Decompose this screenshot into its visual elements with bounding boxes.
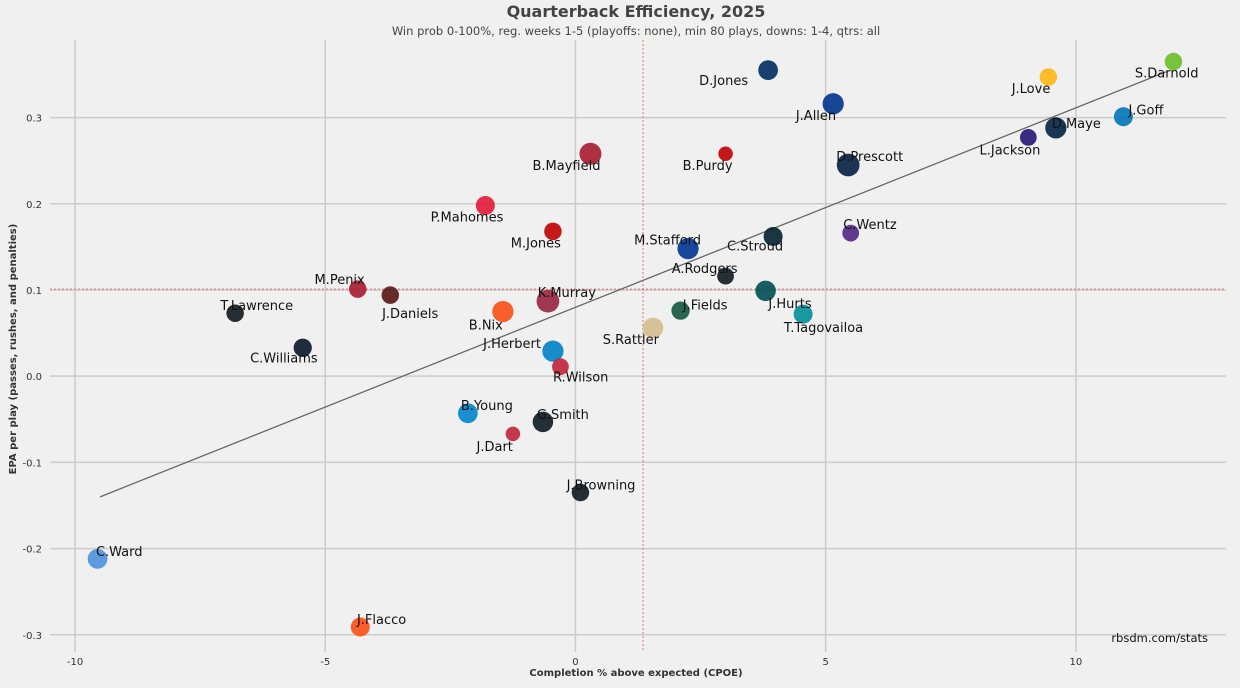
data-point (552, 358, 569, 376)
data-point (717, 267, 734, 285)
point-label: L.Jackson (980, 143, 1041, 158)
x-tick-label: -5 (320, 657, 330, 668)
data-point (1019, 129, 1037, 146)
y-tick-label: 0.1 (26, 286, 42, 297)
data-point (1045, 117, 1067, 139)
chart-title: Quarterback Efficiency, 2025 (507, 2, 766, 21)
data-point (671, 301, 690, 320)
point-labels: S.Darnold J.Love J.Goff D.Maye L.Jackson D.Jo… (96, 67, 1198, 628)
point-label: T.Lawrence (219, 299, 293, 314)
data-point (532, 411, 554, 433)
y-axis-title: EPA per play (passes, rushes, and penalt… (8, 224, 19, 475)
data-point (1164, 52, 1183, 71)
x-tick-label: 0 (572, 657, 578, 668)
point-label: J.Allen (795, 109, 836, 124)
point-label: R.Wilson (553, 371, 608, 386)
y-tick-label: 0.2 (26, 200, 42, 211)
x-tick-label: 10 (1070, 657, 1083, 668)
data-point (836, 153, 860, 177)
point-label: S.Darnold (1135, 67, 1199, 82)
data-point (492, 300, 514, 323)
data-point (755, 280, 776, 302)
data-point (475, 195, 495, 215)
x-axis-title: Completion % above expected (CPOE) (529, 668, 742, 679)
point-label: J.Browning (566, 479, 636, 494)
data-point (542, 340, 564, 362)
data-point (677, 237, 699, 260)
tick-labels: -10 -5 0 5 10 -0.3 -0.2 -0.1 0.0 0.1 0.2 0.3 (22, 114, 1082, 668)
data-point (536, 289, 560, 313)
point-label: D.Prescott (836, 150, 903, 165)
point-label: J.Flacco (356, 613, 406, 628)
point-label: C.Wentz (843, 218, 897, 233)
y-tick-label: -0.1 (22, 458, 42, 469)
point-label: B.Purdy (683, 159, 733, 174)
trend-line-group (99, 71, 1167, 498)
data-points (87, 52, 1183, 637)
point-label: M.Jones (511, 236, 561, 251)
point-label: D.Maye (1052, 117, 1101, 132)
point-label: D.Jones (699, 74, 748, 89)
trend-line (99, 71, 1167, 498)
point-label: A.Rodgers (672, 262, 738, 277)
data-point (842, 224, 860, 242)
chart-subtitle: Win prob 0-100%, reg. weeks 1-5 (playoff… (392, 24, 880, 38)
point-label: M.Stafford (634, 234, 701, 249)
y-tick-label: 0.3 (26, 114, 42, 125)
mean-reference-lines (50, 40, 1226, 652)
point-label: T.Tagovailoa (783, 321, 863, 336)
data-point (1113, 107, 1133, 127)
point-label: J.Hurts (767, 297, 811, 312)
point-label: B.Mayfield (532, 159, 600, 174)
point-label: J.Goff (1127, 104, 1164, 119)
data-point (350, 617, 370, 637)
point-label: S.Rattler (603, 333, 660, 348)
x-tick-label: -10 (67, 657, 83, 668)
point-label: J.Herbert (482, 337, 541, 352)
point-label: J.Dart (476, 440, 513, 455)
point-label: M.Penix (314, 273, 365, 288)
point-label: J.Love (1011, 82, 1051, 97)
y-tick-label: -0.3 (22, 631, 42, 642)
y-tick-label: -0.2 (22, 545, 42, 556)
data-point (718, 146, 733, 162)
credit-text: rbsdm.com/stats (1111, 631, 1208, 645)
data-point (505, 426, 521, 442)
point-label: C.Williams (250, 352, 318, 367)
data-point (793, 304, 813, 324)
point-label: B.Nix (469, 319, 503, 334)
data-point (226, 304, 244, 322)
y-tick-label: 0.0 (26, 372, 42, 383)
data-point (457, 403, 478, 424)
grid-lines (50, 40, 1226, 652)
x-tick-label: 5 (822, 657, 828, 668)
data-point (381, 286, 400, 304)
data-point (642, 317, 664, 339)
data-point (349, 280, 367, 298)
data-point (293, 338, 312, 357)
data-point (571, 483, 590, 502)
data-point (763, 227, 783, 247)
point-label: K.Murray (538, 286, 597, 301)
point-label: J.Fields (682, 299, 728, 314)
data-point (579, 142, 602, 165)
data-point (1039, 68, 1058, 86)
data-point (758, 60, 778, 81)
point-label: C.Ward (96, 545, 143, 560)
point-label: J.Daniels (381, 307, 438, 322)
data-point (822, 93, 844, 115)
data-point (544, 222, 562, 241)
point-label: B.Young (461, 399, 513, 414)
point-label: G.Smith (537, 408, 589, 423)
point-label: C.Stroud (727, 240, 783, 255)
point-label: P.Mahomes (431, 210, 504, 225)
data-point (87, 549, 108, 569)
